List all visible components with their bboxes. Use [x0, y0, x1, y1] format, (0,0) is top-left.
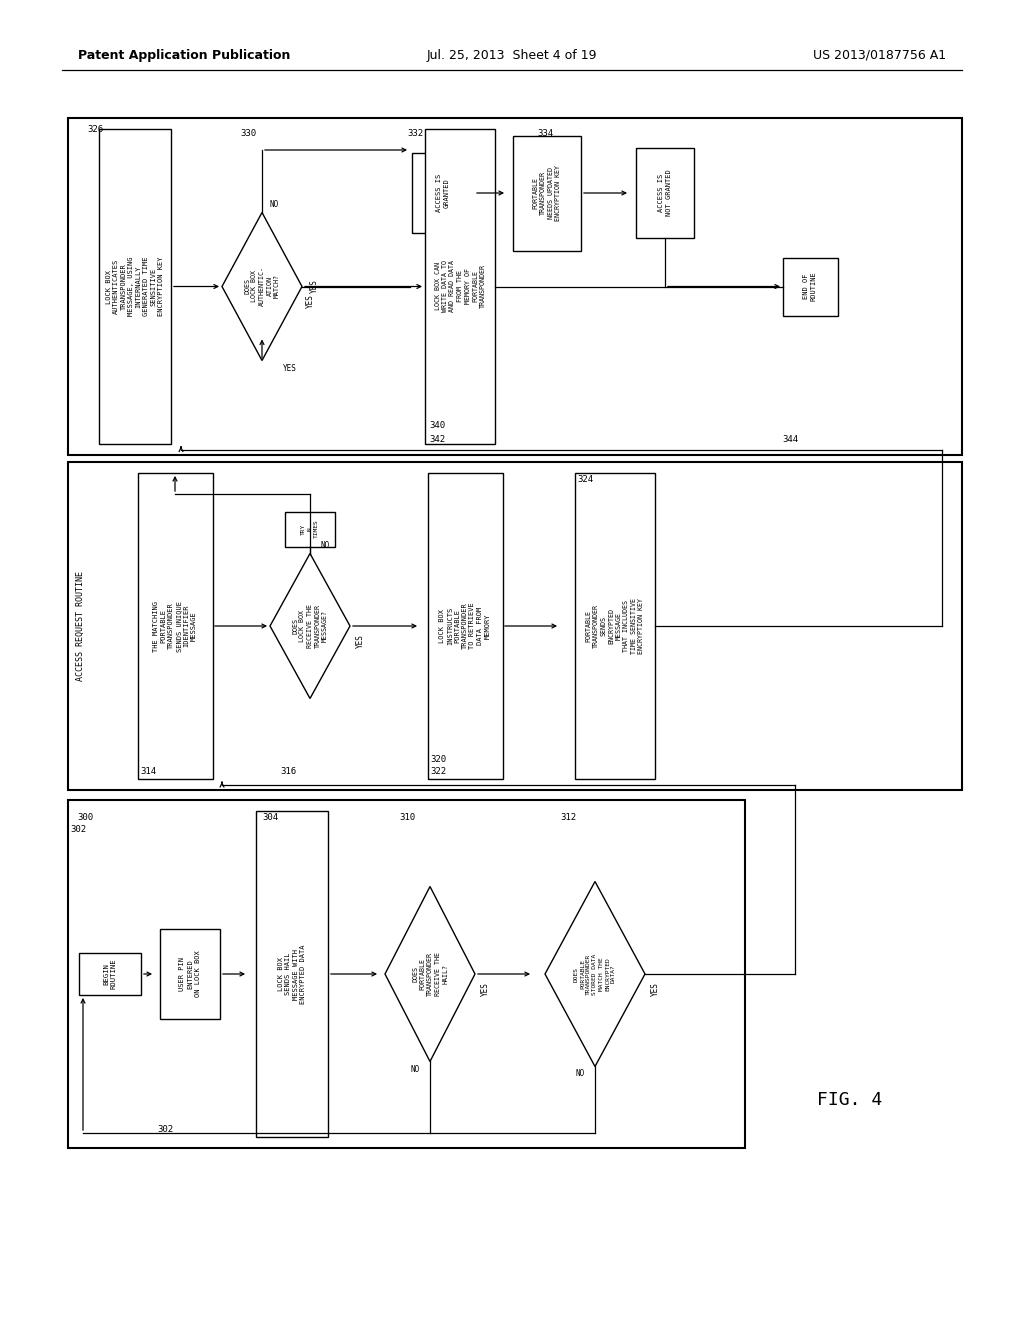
Text: FIG. 4: FIG. 4: [817, 1092, 883, 1109]
Bar: [79, 953, 141, 995]
Text: 302: 302: [70, 825, 86, 834]
Text: END OF
ROUTINE: END OF ROUTINE: [803, 272, 817, 301]
Text: DOES
PORTABLE
TRANSPONDER
RECEIVE THE
HAIL?: DOES PORTABLE TRANSPONDER RECEIVE THE HA…: [412, 952, 449, 997]
Text: 320: 320: [430, 755, 446, 764]
Text: 302: 302: [157, 1126, 173, 1134]
Text: LOCK BOX
AUTHENTICATES
TRANSPONDER
MESSAGE, USING
INTERNALLY
GENERATED TIME
SENS: LOCK BOX AUTHENTICATES TRANSPONDER MESSA…: [105, 257, 164, 317]
Bar: [575, 473, 655, 779]
Text: YES: YES: [309, 280, 318, 293]
Text: 334: 334: [537, 128, 553, 137]
Bar: [425, 129, 495, 444]
Bar: [99, 129, 171, 444]
Bar: [513, 136, 581, 251]
Text: YES: YES: [650, 982, 659, 995]
Text: YES: YES: [283, 364, 297, 374]
Text: 344: 344: [782, 436, 798, 445]
Text: 314: 314: [140, 767, 156, 776]
Text: 330: 330: [240, 128, 256, 137]
Text: Patent Application Publication: Patent Application Publication: [78, 49, 291, 62]
Text: NO: NO: [269, 201, 279, 209]
Bar: [68, 800, 745, 1148]
Text: 342: 342: [429, 436, 445, 445]
Text: DOES
LOCK BOX
RECEIVE THE
TRANSPONDER
MESSAGE?: DOES LOCK BOX RECEIVE THE TRANSPONDER ME…: [292, 605, 328, 648]
Text: LOCK BOX
SENDS HAIL
MESSAGE WITH
ENCRYPTED DATA: LOCK BOX SENDS HAIL MESSAGE WITH ENCRYPT…: [278, 944, 306, 1003]
Polygon shape: [222, 213, 302, 360]
Bar: [636, 148, 694, 238]
Bar: [256, 810, 328, 1137]
Bar: [160, 929, 220, 1019]
Text: 322: 322: [430, 767, 446, 776]
Bar: [68, 462, 962, 789]
Text: TRY
N
TIMES: TRY N TIMES: [301, 520, 318, 539]
Polygon shape: [385, 887, 475, 1061]
Text: 324: 324: [577, 475, 593, 484]
Text: Jul. 25, 2013  Sheet 4 of 19: Jul. 25, 2013 Sheet 4 of 19: [427, 49, 597, 62]
Text: NO: NO: [321, 541, 330, 550]
Text: YES: YES: [355, 634, 365, 648]
Bar: [427, 473, 503, 779]
Text: THE MATCHING
PORTABLE
TRANSPONDER
SENDS UNIQUE
IDENTIFIER
MESSAGE: THE MATCHING PORTABLE TRANSPONDER SENDS …: [154, 601, 197, 652]
Text: 326: 326: [87, 125, 103, 135]
Text: PORTABLE
TRANSPONDER
NEEDS UPDATED
ENCRYPTION KEY: PORTABLE TRANSPONDER NEEDS UPDATED ENCRY…: [532, 165, 561, 220]
Text: US 2013/0187756 A1: US 2013/0187756 A1: [813, 49, 946, 62]
Text: 310: 310: [399, 813, 415, 822]
Text: 300: 300: [77, 813, 93, 822]
Bar: [68, 117, 962, 455]
Text: 332: 332: [407, 128, 423, 137]
Polygon shape: [270, 553, 350, 698]
Text: ACCESS REQUEST ROUTINE: ACCESS REQUEST ROUTINE: [76, 572, 85, 681]
Text: 316: 316: [280, 767, 296, 776]
Text: YES: YES: [480, 982, 489, 995]
Text: LOCK BOX
INSTRUCTS
PORTABLE
TRANSPONDER
TO RETRIEVE
DATA FROM
MEMORY: LOCK BOX INSTRUCTS PORTABLE TRANSPONDER …: [439, 603, 490, 649]
Text: YES: YES: [305, 294, 314, 309]
Text: BEGIN
ROUTINE: BEGIN ROUTINE: [103, 958, 117, 989]
Polygon shape: [545, 882, 645, 1067]
Text: 340: 340: [429, 421, 445, 429]
Bar: [782, 257, 838, 315]
Bar: [285, 511, 335, 546]
Bar: [137, 473, 213, 779]
Bar: [412, 153, 474, 234]
Text: ACCESS IS
NOT GRANTED: ACCESS IS NOT GRANTED: [658, 170, 672, 216]
Text: NO: NO: [411, 1064, 420, 1073]
Text: USER PIN
ENTERED
ON LOCK BOX: USER PIN ENTERED ON LOCK BOX: [179, 950, 201, 998]
Text: 304: 304: [262, 813, 279, 822]
Text: NO: NO: [575, 1069, 585, 1078]
Text: ACCESS IS
GRANTED: ACCESS IS GRANTED: [436, 174, 450, 213]
Text: PORTABLE
TRANSPONDER
SENDS
ENCRYPTED
MESSAGE
THAT INCLUDES
TIME SENSITIVE
ENCRYP: PORTABLE TRANSPONDER SENDS ENCRYPTED MES…: [586, 598, 644, 653]
Text: LOCK BOX CAN
WRITE DATA TO
AND READ DATA
FROM THE
MEMORY OF
PORTABLE
TRANSPONDER: LOCK BOX CAN WRITE DATA TO AND READ DATA…: [434, 260, 485, 313]
Text: DOES
PORTABLE
TRANSPONDER
STORED DATA
MATCH THE
ENCRYPTED
DATA?: DOES PORTABLE TRANSPONDER STORED DATA MA…: [573, 953, 616, 995]
Text: DOES
LOCK BOX
AUTHENTIC-
ATION
MATCH?: DOES LOCK BOX AUTHENTIC- ATION MATCH?: [244, 267, 280, 306]
Text: 312: 312: [560, 813, 577, 822]
